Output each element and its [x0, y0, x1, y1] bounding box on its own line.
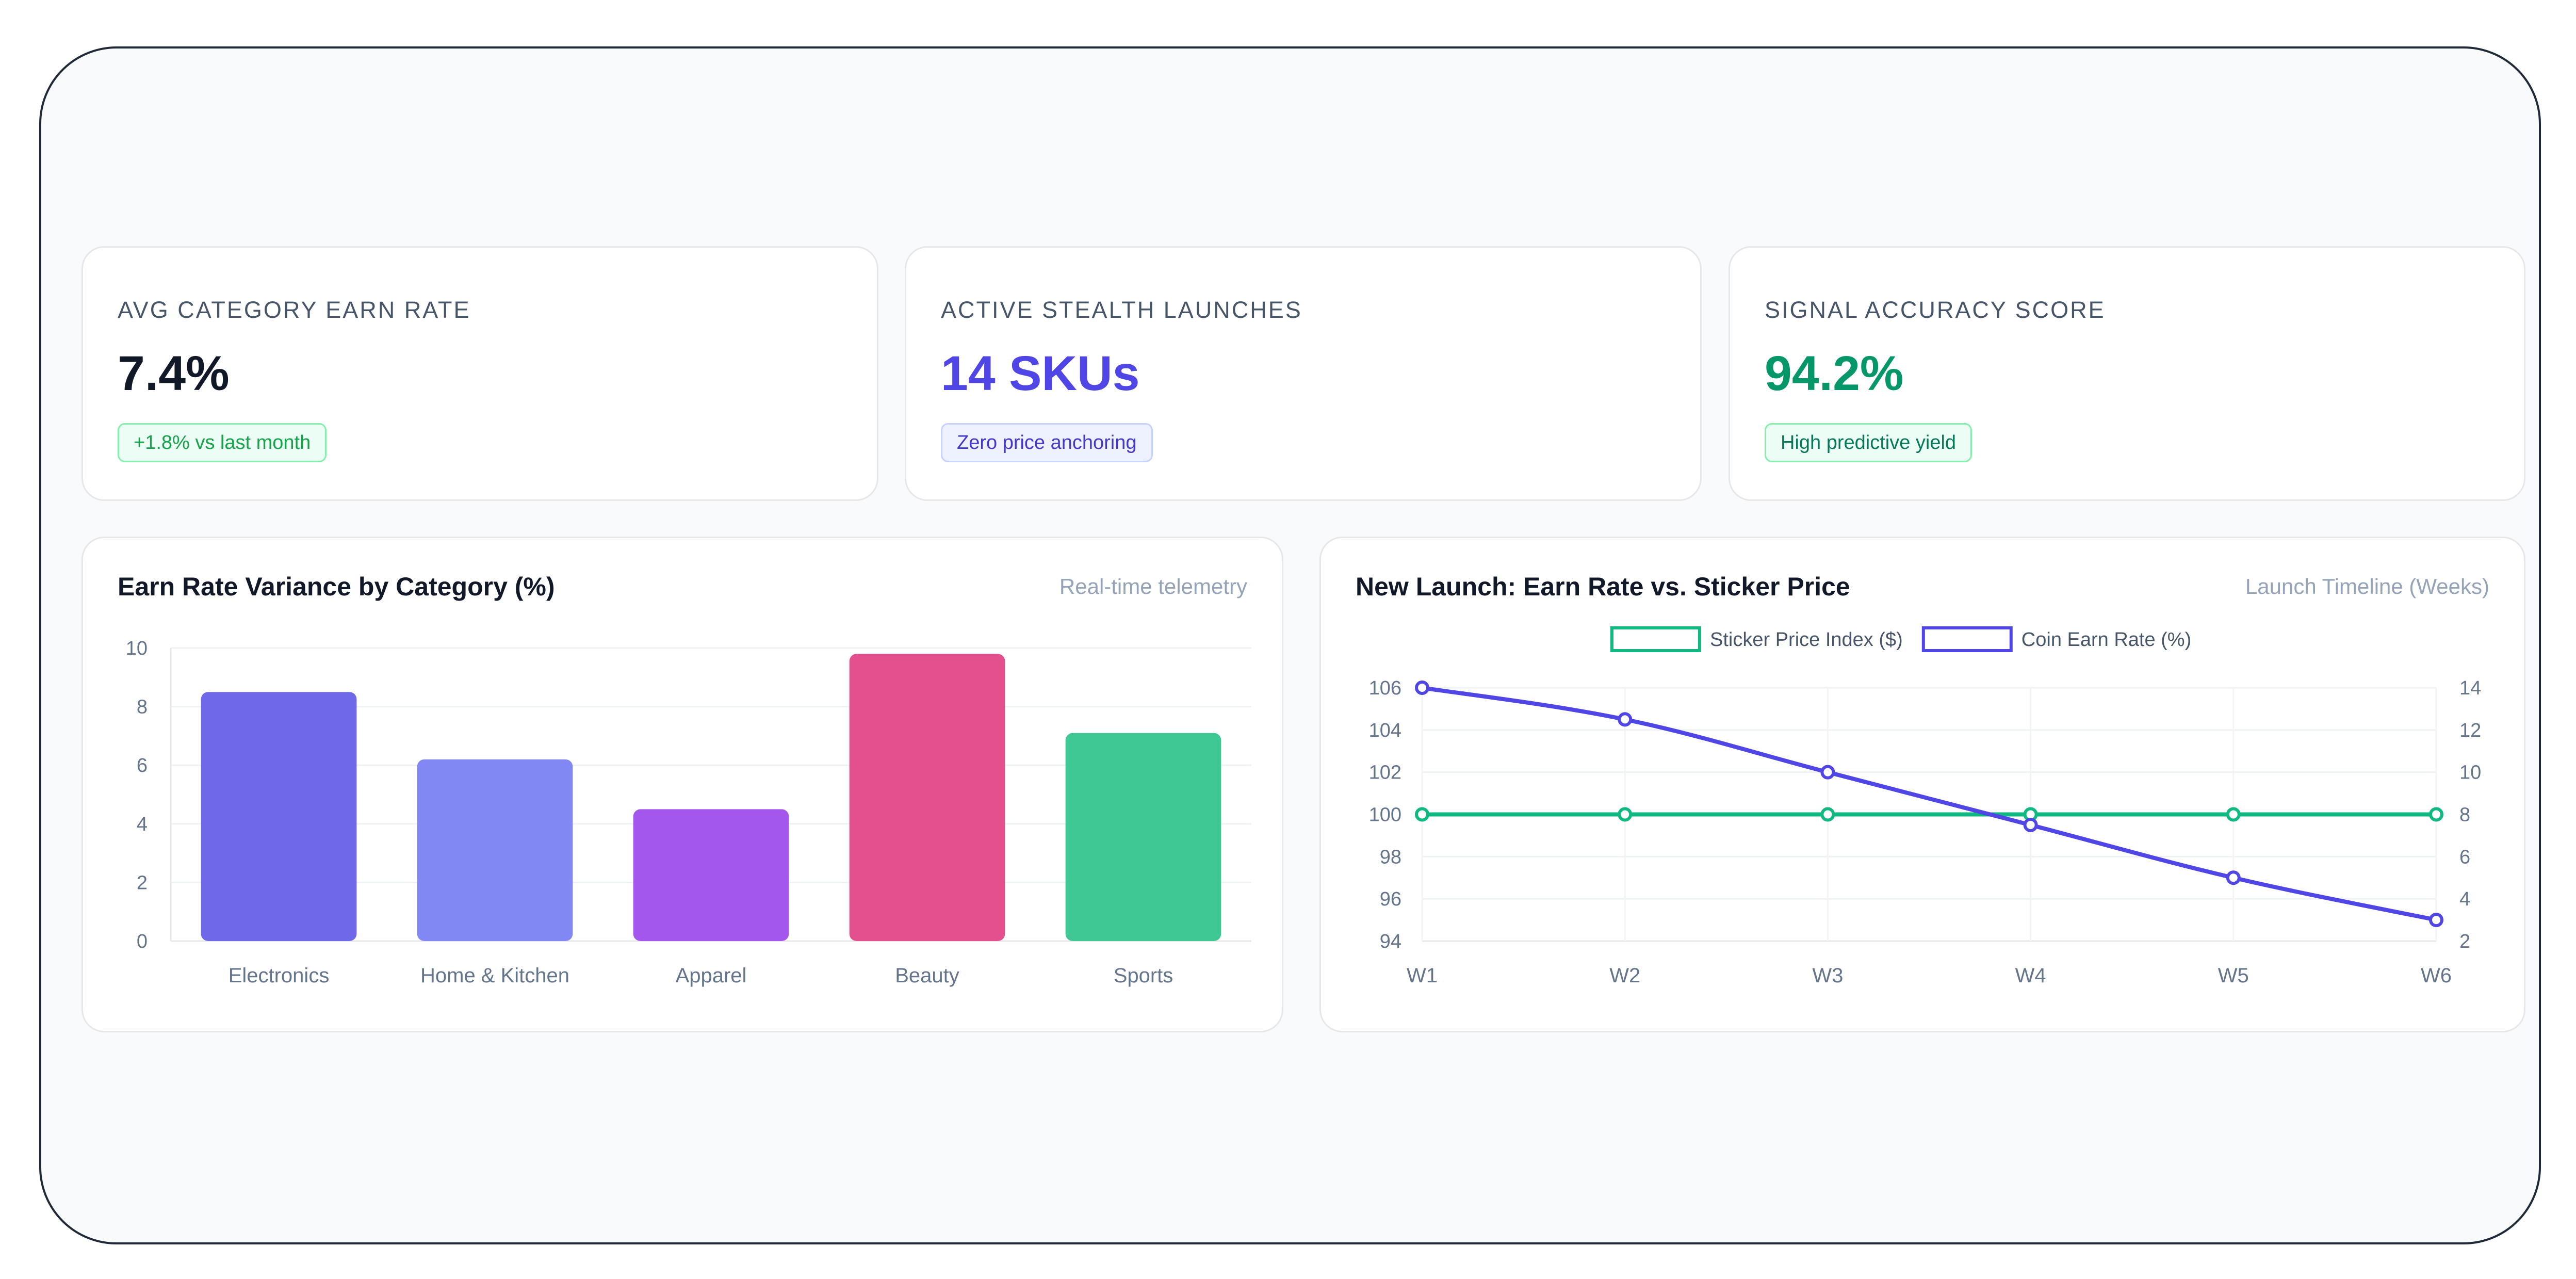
- y-left-tick-label: 100: [1369, 804, 1401, 826]
- stat-label: SIGNAL ACCURACY SCORE: [1765, 297, 2106, 323]
- bar: [1065, 733, 1221, 941]
- legend-swatch: [1921, 626, 2013, 652]
- stat-badge: +1.8% vs last month: [118, 423, 327, 462]
- y-tick-label: 4: [137, 814, 148, 835]
- y-tick-label: 6: [137, 755, 148, 776]
- bar: [417, 759, 573, 941]
- dashboard-frame: AVG CATEGORY EARN RATE 7.4% +1.8% vs las…: [39, 46, 2541, 1244]
- bar: [849, 654, 1005, 941]
- legend-label: Sticker Price Index ($): [1710, 629, 1903, 651]
- line-chart-title: New Launch: Earn Rate vs. Sticker Price: [1356, 572, 1850, 601]
- x-tick-label: W3: [1812, 964, 1843, 987]
- legend-label: Coin Earn Rate (%): [2021, 629, 2191, 651]
- x-tick-label: Sports: [1114, 964, 1173, 987]
- series-line: [1422, 686, 2437, 922]
- y-tick-label: 2: [137, 872, 148, 894]
- line-chart: 94 96 98 100 102 104 106 2 4 6 8 10 12 14 W1 W2 W3 W4 W5 W6…: [1369, 626, 2481, 987]
- y-right-tick-label: 6: [2459, 846, 2470, 868]
- x-tick-label: Home & Kitchen: [420, 964, 569, 987]
- stat-value: 94.2%: [1765, 346, 1904, 401]
- y-right-tick-label: 4: [2459, 888, 2470, 910]
- stat-badge: Zero price anchoring: [941, 423, 1153, 462]
- bar: [201, 692, 357, 941]
- bar-chart-title: Earn Rate Variance by Category (%): [118, 572, 555, 601]
- x-tick-label: Electronics: [229, 964, 330, 987]
- data-point: [2429, 807, 2443, 822]
- x-tick-label: W2: [1609, 964, 1640, 987]
- y-right-tick-label: 8: [2459, 804, 2470, 826]
- y-tick-label: 0: [137, 931, 148, 952]
- stat-card-earn-rate: AVG CATEGORY EARN RATE 7.4% +1.8% vs las…: [81, 246, 878, 501]
- bar-chart: 0 2 4 6 8 10 Electronics Home & Kitchen Apparel B…: [126, 638, 1251, 987]
- data-point: [1820, 765, 1835, 780]
- stat-badge: High predictive yield: [1765, 423, 1972, 462]
- data-point: [2429, 913, 2443, 928]
- y-left-tick-label: 98: [1380, 846, 1401, 868]
- data-point: [1618, 807, 1633, 822]
- y-right-tick-label: 12: [2459, 720, 2481, 741]
- y-tick-label: 8: [137, 697, 148, 718]
- line-chart-note: Launch Timeline (Weeks): [2245, 574, 2489, 598]
- bar: [633, 809, 789, 941]
- stat-value: 14 SKUs: [941, 346, 1140, 401]
- stat-label: ACTIVE STEALTH LAUNCHES: [941, 297, 1302, 323]
- y-left-tick-label: 106: [1369, 677, 1401, 699]
- y-left-tick-label: 94: [1380, 931, 1401, 952]
- data-point: [2023, 817, 2038, 832]
- x-tick-label: Apparel: [676, 964, 747, 987]
- y-tick-label: 10: [126, 638, 148, 659]
- line-chart-card: New Launch: Earn Rate vs. Sticker Price …: [1319, 537, 2525, 1032]
- data-point: [1618, 712, 1633, 727]
- bar-chart-card: Earn Rate Variance by Category (%) Real-…: [81, 537, 1283, 1032]
- stat-card-signal-accuracy: SIGNAL ACCURACY SCORE 94.2% High predict…: [1729, 246, 2525, 501]
- stat-label: AVG CATEGORY EARN RATE: [118, 297, 471, 323]
- x-tick-label: W4: [2015, 964, 2046, 987]
- y-right-tick-label: 2: [2459, 931, 2470, 952]
- legend-swatch: [1610, 626, 1701, 652]
- stat-value: 7.4%: [118, 346, 230, 401]
- x-tick-label: Beauty: [895, 964, 959, 987]
- data-point: [1415, 807, 1429, 822]
- y-left-tick-label: 96: [1380, 888, 1401, 910]
- data-point: [1820, 807, 1835, 822]
- y-right-tick-label: 14: [2459, 677, 2481, 699]
- bar-chart-note: Real-time telemetry: [1059, 574, 1247, 598]
- y-left-tick-label: 102: [1369, 762, 1401, 784]
- data-point: [2226, 807, 2241, 822]
- y-right-tick-label: 10: [2459, 762, 2481, 784]
- data-point: [1415, 681, 1429, 695]
- x-tick-label: W1: [1407, 964, 1438, 987]
- data-point: [2226, 870, 2241, 885]
- x-tick-label: W5: [2218, 964, 2249, 987]
- y-left-tick-label: 104: [1369, 720, 1401, 741]
- x-tick-label: W6: [2421, 964, 2452, 987]
- stat-card-stealth-launches: ACTIVE STEALTH LAUNCHES 14 SKUs Zero pri…: [905, 246, 1702, 501]
